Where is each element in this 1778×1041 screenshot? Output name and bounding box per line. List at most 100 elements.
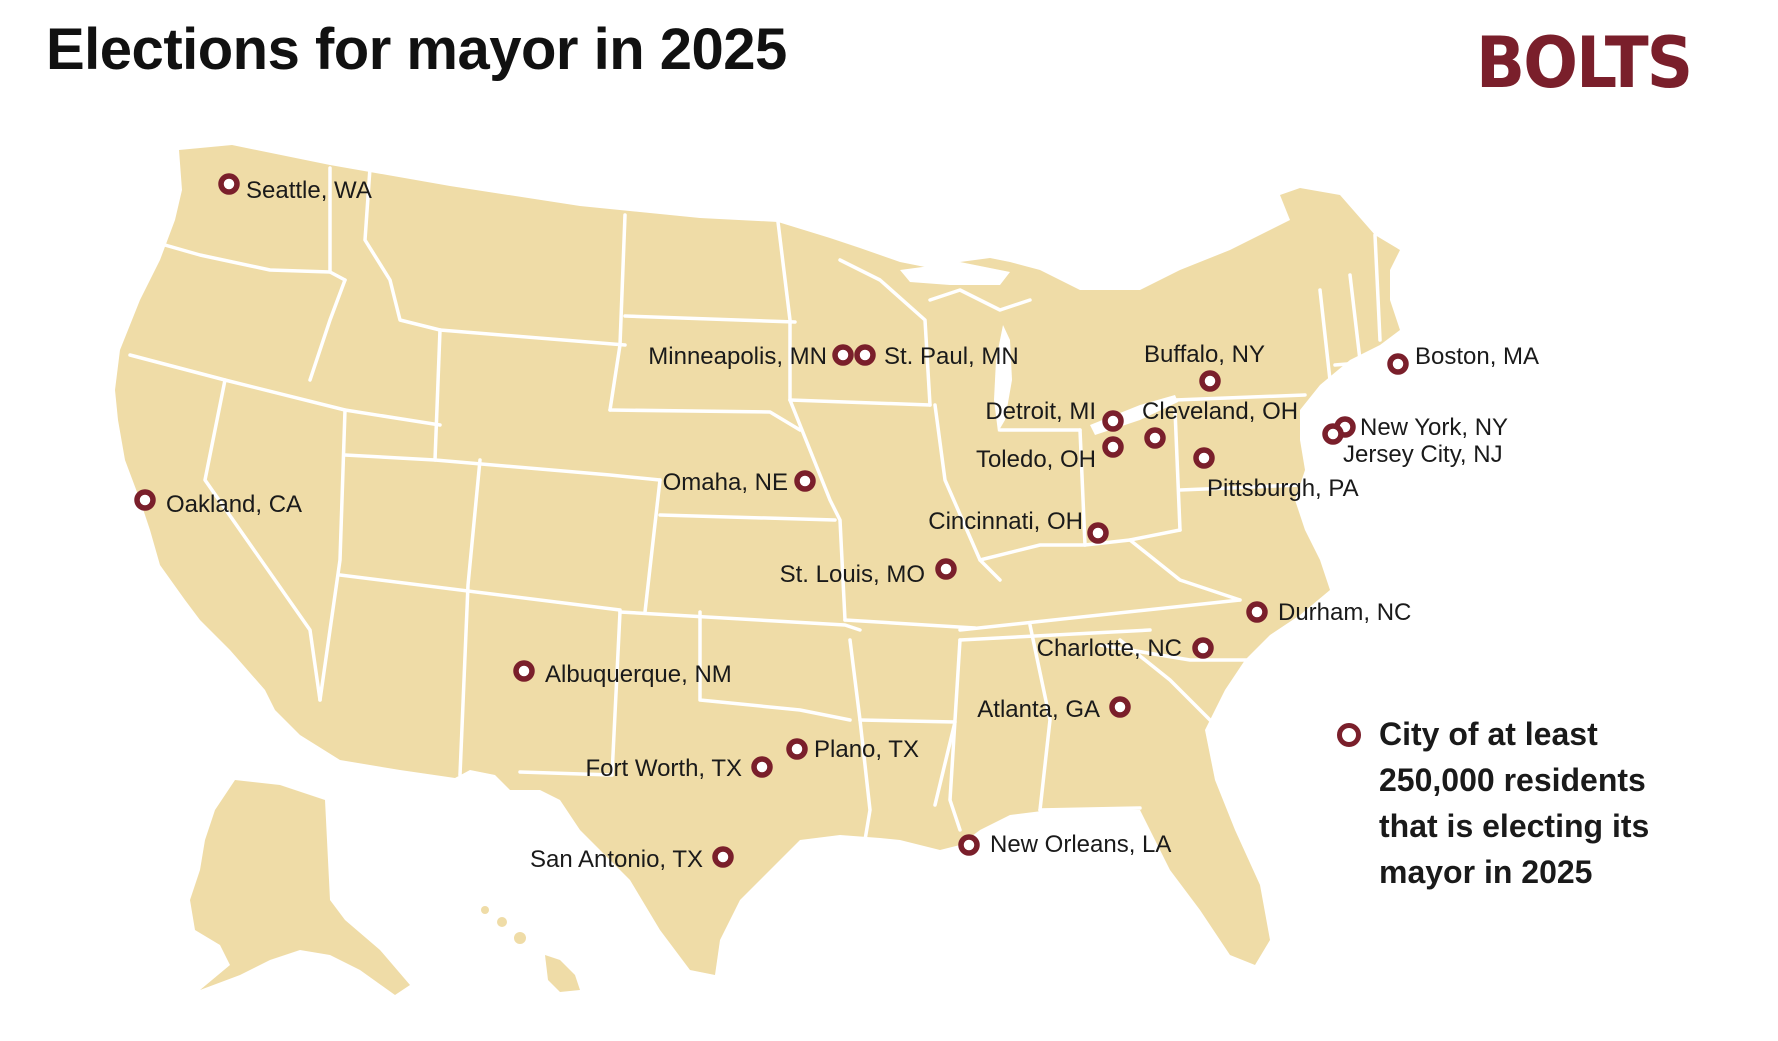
city-label: Omaha, NE (663, 469, 788, 496)
hawaii-island (497, 917, 507, 927)
border-or-ca-nv (128, 353, 442, 427)
border-tn-ms-al (958, 628, 1152, 642)
city-label: Cleveland, OH (1142, 398, 1298, 425)
city-charlotte-nc: Charlotte, NC (1037, 635, 1214, 662)
city-new-orleans-la: New Orleans, LA (958, 831, 1171, 858)
city-label: Atlanta, GA (977, 696, 1100, 723)
border-wi-mn (838, 258, 932, 407)
border-ok-tx (698, 610, 852, 722)
city-marker-icon (134, 489, 156, 511)
city-boston-ma: Boston, MA (1387, 343, 1539, 375)
border-wi-mi-up (928, 288, 1032, 312)
border-il-in (933, 403, 1002, 582)
city-albuquerque-nm: Albuquerque, NM (513, 660, 732, 688)
city-pittsburgh-pa: Pittsburgh, PA (1193, 447, 1359, 502)
city-label: Toledo, OH (976, 446, 1096, 473)
border-ia-mo (788, 398, 847, 622)
border-ks-ok-tx (618, 610, 862, 632)
city-label: New York, NY (1360, 414, 1508, 441)
city-label: Durham, NC (1278, 599, 1411, 626)
lake-michigan (994, 325, 1012, 432)
city-marker-icon (832, 344, 854, 366)
city-label: Minneapolis, MN (648, 343, 827, 370)
border-ca-nv (203, 378, 322, 702)
border-ny-vt (1318, 288, 1332, 382)
border-tn-ky (958, 598, 1242, 632)
city-label: Boston, MA (1415, 343, 1539, 370)
hawaii-shape (545, 955, 580, 992)
city-marker-icon (854, 344, 876, 366)
city-label: Fort Worth, TX (586, 755, 742, 782)
border-wy-sd-ne (433, 458, 662, 482)
city-label: New Orleans, LA (990, 831, 1171, 858)
border-ms-al (948, 638, 962, 832)
city-marker-icon (1144, 427, 1166, 449)
city-marker-icon (1193, 447, 1215, 469)
city-label: Oakland, CA (166, 491, 302, 518)
city-seattle-wa: Seattle, WA (218, 173, 372, 204)
city-plano-tx: Plano, TX (786, 736, 919, 763)
city-label: San Antonio, TX (530, 846, 703, 873)
border-mt-wy (438, 328, 627, 347)
border-vt-nh (1348, 273, 1362, 362)
border-mn-ia (788, 398, 932, 407)
city-marker-icon (1322, 423, 1344, 445)
map-title: Elections for mayor in 2025 (46, 17, 787, 82)
border-nd-mn (776, 220, 792, 402)
city-label: Charlotte, NC (1037, 635, 1182, 662)
border-va-wv (1128, 538, 1242, 602)
city-toledo-oh: Toledo, OH (976, 436, 1124, 473)
border-ga-sc (1118, 638, 1212, 722)
border-mo-ar (843, 618, 977, 630)
ring-marker-icon (1337, 723, 1361, 747)
city-marker-icon (1246, 601, 1268, 623)
city-label: Pittsburgh, PA (1207, 475, 1359, 502)
border-al-ga (1028, 623, 1052, 812)
border-oh-pa (1173, 408, 1182, 532)
border-ma-ct (1333, 358, 1397, 367)
city-detroit-mi: Detroit, MI (985, 398, 1124, 432)
city-marker-icon (513, 660, 535, 682)
border-pa-ny (1173, 393, 1307, 402)
city-marker-icon (958, 834, 980, 856)
city-buffalo-ny: Buffalo, NY (1144, 341, 1265, 392)
hawaii-island (514, 932, 526, 944)
city-label: St. Louis, MO (780, 561, 925, 588)
city-st-louis-mo: St. Louis, MO (780, 558, 957, 588)
city-jersey-city-nj: Jersey City, NJ (1322, 423, 1503, 468)
city-marker-icon (935, 558, 957, 580)
border-pa-md (1178, 483, 1302, 492)
border-co-ks (643, 478, 662, 614)
city-oakland-ca: Oakland, CA (134, 489, 302, 518)
city-markers: Seattle, WA Oakland, CA Minneapolis, MN St.… (134, 173, 1539, 873)
city-marker-icon (1387, 353, 1409, 375)
city-cincinnati-oh: Cincinnati, OH (928, 508, 1109, 544)
border-ne-ks (658, 513, 837, 522)
city-label: St. Paul, MN (884, 343, 1019, 370)
city-marker-icon (1102, 436, 1124, 458)
city-label: Albuquerque, NM (545, 661, 732, 688)
border-nc-sc (1098, 643, 1252, 662)
border-wa-id (328, 166, 347, 282)
border-sd-ne (608, 408, 802, 432)
city-cleveland-oh: Cleveland, OH (1142, 398, 1298, 449)
border-or-id (308, 278, 347, 382)
border-nh-me (1373, 233, 1382, 342)
city-label: Buffalo, NY (1144, 341, 1265, 368)
city-san-antonio-tx: San Antonio, TX (530, 846, 734, 873)
border-nd-sd (623, 314, 797, 324)
border-az-nm (338, 573, 622, 612)
city-marker-icon (712, 846, 734, 868)
border-ut-co (458, 458, 482, 777)
city-marker-icon (786, 738, 808, 760)
city-label: Jersey City, NJ (1343, 441, 1503, 468)
alaska-shape (190, 780, 410, 995)
city-label: Plano, TX (814, 736, 919, 763)
contiguous-us-shape (115, 145, 1400, 975)
city-fort-worth-tx: Fort Worth, TX (586, 755, 773, 782)
border-mt-nd-sd (608, 213, 627, 412)
city-marker-icon (1087, 522, 1109, 544)
border-ga-fl (1038, 806, 1142, 812)
hawaii-island (481, 906, 489, 914)
